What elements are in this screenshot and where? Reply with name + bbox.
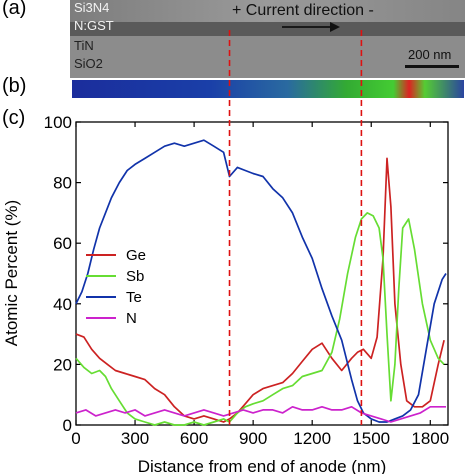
legend-label-te: Te	[126, 289, 142, 306]
layer-label-tin: TiN	[74, 38, 94, 53]
legend-label-sb: Sb	[126, 268, 144, 285]
y-tick-label: 40	[53, 295, 72, 314]
y-axis-title: Atomic Percent (%)	[2, 200, 21, 346]
x-axis: 0 300 600 900 1200 1500 1800	[71, 122, 449, 448]
legend: Ge Sb Te N	[86, 247, 146, 327]
panel-a-letter: (a)	[2, 0, 26, 19]
series-line-n	[75, 405, 446, 423]
y-tick-label: 100	[44, 113, 72, 132]
panel-b-letter: (b)	[2, 75, 26, 97]
x-tick-label: 0	[71, 429, 80, 448]
x-tick-label: 1500	[352, 429, 390, 448]
series-line-ge	[75, 157, 445, 423]
y-tick-label: 60	[53, 234, 72, 253]
layer-label-sio2: SiO2	[74, 56, 103, 71]
tem-film-band	[70, 22, 465, 36]
series-line-te	[75, 139, 447, 423]
scale-bar-label: 200 nm	[408, 47, 451, 62]
x-tick-label: 900	[239, 429, 267, 448]
panel-b: (b)	[2, 75, 464, 98]
current-arrowhead-icon	[330, 22, 340, 32]
y-tick-label: 20	[53, 355, 72, 374]
scale-bar	[405, 65, 459, 68]
tem-substrate-band	[70, 36, 465, 78]
plot-frame	[75, 121, 449, 426]
marker-layer	[228, 30, 363, 425]
x-tick-label: 600	[180, 429, 208, 448]
x-tick-label: 1800	[411, 429, 449, 448]
series-layer	[75, 139, 447, 426]
panel-c-letter: (c)	[2, 107, 25, 129]
y-tick-label: 0	[63, 416, 72, 435]
x-tick-label: 300	[121, 429, 149, 448]
legend-label-ge: Ge	[126, 247, 146, 264]
legend-label-n: N	[126, 310, 137, 327]
y-tick-label: 80	[53, 174, 72, 193]
x-tick-label: 1200	[293, 429, 331, 448]
panel-a: (a) Si3N4 N:GST TiN SiO2 + Current direc…	[2, 0, 465, 78]
current-direction-label: + Current direction -	[232, 2, 374, 19]
series-line-sb	[75, 212, 445, 426]
edx-map	[72, 80, 464, 98]
layer-label-si3n4: Si3N4	[74, 0, 109, 15]
layer-label-ngst: N:GST	[74, 18, 114, 33]
x-axis-title: Distance from end of anode (nm)	[138, 457, 387, 474]
